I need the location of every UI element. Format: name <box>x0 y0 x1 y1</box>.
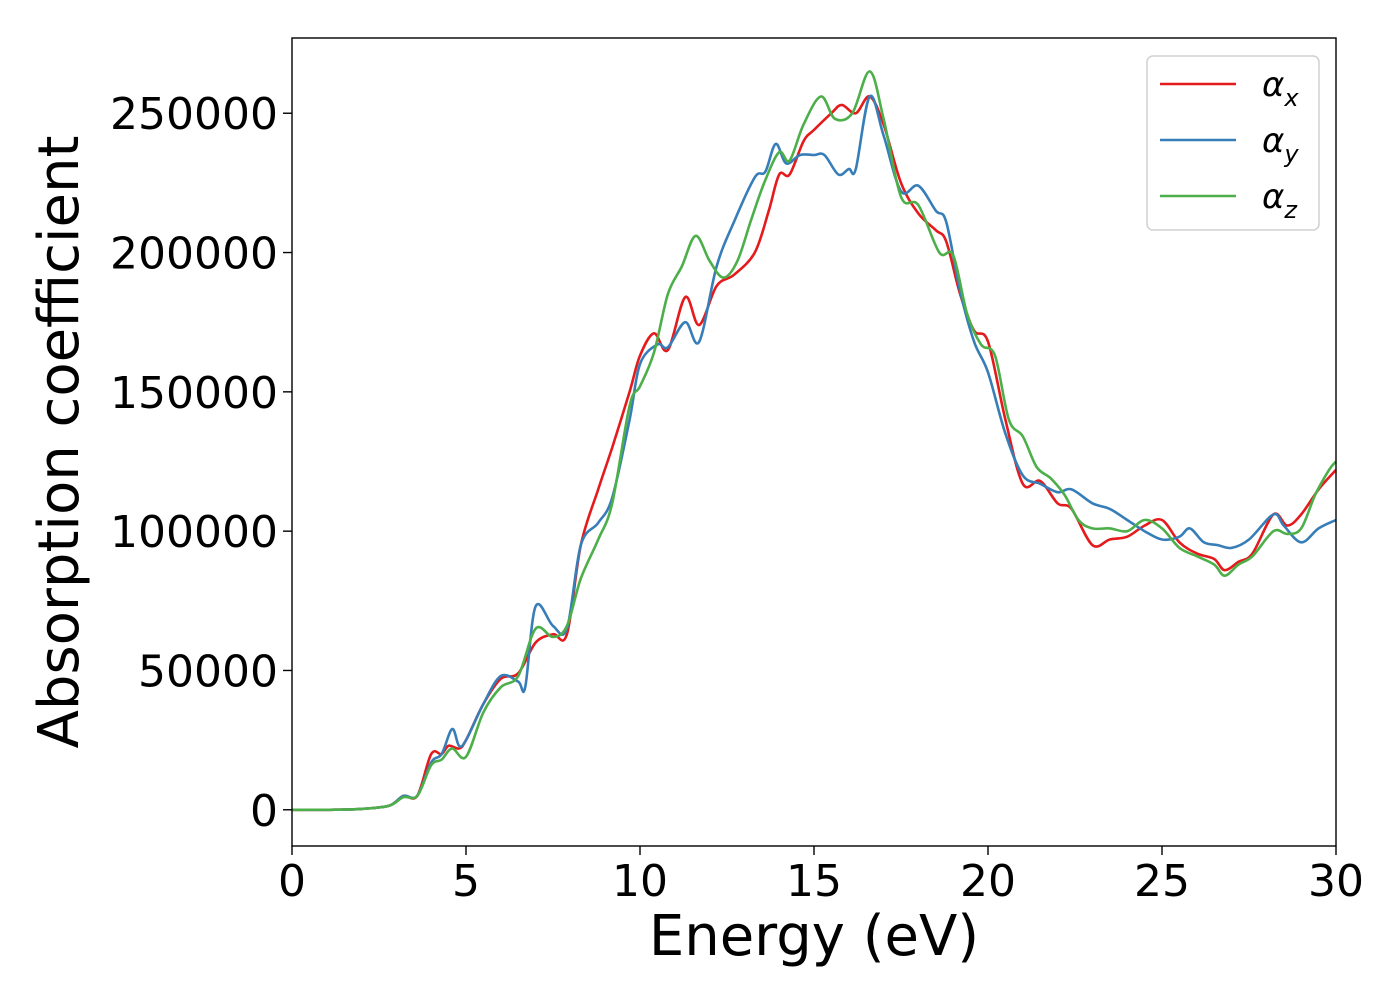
series-line-z <box>291 70 1337 812</box>
y-tick-label: 0 <box>250 786 278 837</box>
y-tick-label: 150000 <box>110 368 278 419</box>
y-tick-label: 200000 <box>110 229 278 280</box>
series-layer <box>291 70 1337 812</box>
y-axis-ticks: 0 50000 100000 150000 200000 250000 <box>110 89 292 837</box>
x-tick-label: 10 <box>612 856 668 907</box>
y-tick-label: 250000 <box>110 89 278 140</box>
y-tick-label: 100000 <box>110 507 278 558</box>
x-axis-title: Energy (eV) <box>649 904 979 969</box>
x-tick-label: 15 <box>786 856 842 907</box>
x-tick-label: 30 <box>1308 856 1364 907</box>
x-tick-label: 25 <box>1134 856 1190 907</box>
x-tick-label: 20 <box>960 856 1016 907</box>
legend-frame <box>1146 55 1320 231</box>
y-tick-label: 50000 <box>138 646 278 697</box>
x-tick-label: 5 <box>452 856 480 907</box>
x-axis-ticks: 0 5 10 15 20 25 30 <box>278 846 1364 907</box>
series-line-y <box>291 94 1337 812</box>
x-tick-label: 0 <box>278 856 306 907</box>
y-axis-title: Absorption coefficient <box>27 136 92 749</box>
